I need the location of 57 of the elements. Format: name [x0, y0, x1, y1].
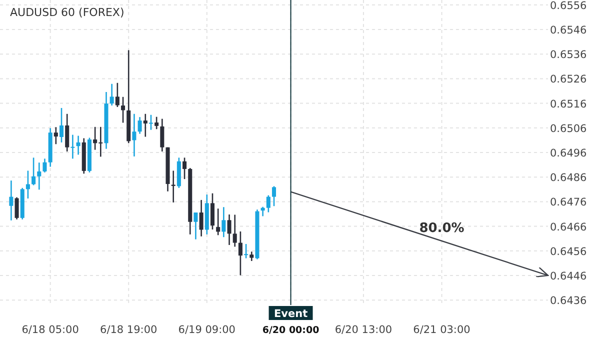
- candlestick: [210, 192, 215, 230]
- y-tick-label: 0.6476: [550, 196, 588, 209]
- candlestick: [115, 82, 120, 108]
- y-tick-label: 0.6506: [550, 122, 588, 135]
- annotation: 80.0%: [419, 221, 464, 236]
- candlestick: [59, 107, 64, 144]
- y-tick-label: 0.6456: [550, 246, 588, 258]
- candlestick: [54, 126, 58, 145]
- x-tick-label: 6/18 19:00: [100, 324, 158, 336]
- candlestick: [76, 135, 80, 156]
- candlestick: [244, 243, 248, 259]
- x-tick-label: 6/18 05:00: [22, 324, 79, 336]
- y-tick-label: 0.6556: [550, 0, 588, 12]
- y-tick-label: 0.6496: [550, 148, 588, 160]
- x-tick-label: 6/20 00:00: [262, 325, 320, 336]
- y-tick-label: 0.6526: [550, 74, 588, 86]
- y-tick-label: 0.6466: [550, 221, 588, 234]
- y-tick-label: 0.6486: [550, 172, 588, 184]
- candlestick: [138, 116, 142, 134]
- text: AUDUSD 60 (FOREX): [10, 6, 124, 19]
- candlestick: [26, 170, 30, 200]
- candlestick: [148, 114, 153, 131]
- candlestick: [227, 214, 232, 246]
- candlestick: [182, 157, 187, 180]
- candlestick: [70, 134, 75, 160]
- y-tick-label: 0.6446: [550, 270, 588, 282]
- candlestick: [272, 186, 276, 207]
- candlestick: [250, 250, 254, 262]
- candlestick: [260, 206, 265, 217]
- candlestick: [110, 83, 114, 106]
- candlestick: [199, 199, 204, 238]
- candlestick: [42, 158, 47, 174]
- x-tick-label: 6/20 13:00: [334, 324, 392, 336]
- candlestick: [132, 113, 136, 158]
- y-tick-label: 0.6436: [550, 295, 588, 308]
- candlestick: [266, 194, 270, 213]
- candlestick: [216, 208, 220, 236]
- candlestick: [194, 212, 198, 240]
- x-tick-label: 6/19 09:00: [178, 324, 236, 336]
- candlestick: [238, 230, 242, 276]
- candlestick: [232, 214, 237, 248]
- candlestick: [154, 116, 159, 130]
- candlestick: [37, 162, 42, 190]
- candlestick: [121, 96, 126, 124]
- candlestick: [14, 196, 19, 220]
- candlestick: [160, 118, 164, 152]
- candlestick: [171, 170, 176, 204]
- ref-line-label: Event: [274, 308, 308, 320]
- y-tick-label: 0.6536: [550, 49, 588, 62]
- y-tick-label: 0.6546: [550, 24, 588, 37]
- candlestick: [222, 206, 226, 238]
- candlestick: [9, 180, 14, 222]
- x-tick-label: 6/21 03:00: [413, 324, 470, 336]
- candlestick: [32, 157, 36, 186]
- candlestick: [65, 113, 70, 152]
- y-tick-label: 0.6516: [550, 98, 588, 110]
- candlestick: [143, 113, 148, 138]
